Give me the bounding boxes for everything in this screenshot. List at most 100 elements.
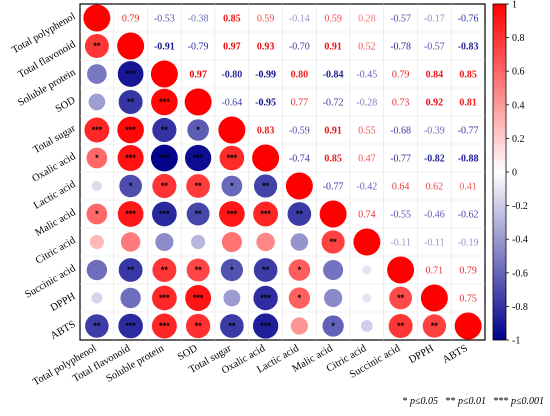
corr-value: -0.62	[458, 210, 479, 221]
corr-circle	[322, 315, 344, 337]
row-label-malic-acid: Malic acid	[33, 207, 78, 239]
corr-value: -0.53	[154, 14, 175, 25]
two-star: **	[445, 396, 456, 407]
corr-value: -0.91	[154, 42, 175, 53]
corr-circle	[84, 34, 109, 58]
significance-mark: ***	[159, 209, 170, 219]
col-label-sod: SOD	[176, 343, 200, 363]
significance-mark: **	[161, 265, 169, 275]
corr-circle	[360, 320, 373, 332]
corr-value: -0.74	[289, 154, 310, 165]
corr-circle	[152, 117, 177, 143]
col-label-dpph: DPPH	[407, 343, 436, 366]
significance-mark: **	[195, 321, 203, 331]
corr-circle	[83, 4, 111, 32]
row-label-citric-acid: Citric acid	[34, 235, 78, 267]
colorbar-tick-label: -0.8	[512, 302, 528, 313]
significance-mark: *	[230, 181, 234, 191]
corr-value: 0.93	[257, 42, 275, 53]
significance-mark: ***	[227, 153, 238, 163]
corr-circle	[151, 88, 178, 116]
one-star: *	[402, 396, 408, 407]
significance-mark: *	[331, 321, 335, 331]
corr-circle	[86, 259, 108, 281]
corr-circle	[186, 174, 210, 198]
corr-circle	[287, 202, 312, 226]
corr-circle	[89, 234, 105, 250]
corr-circle	[254, 174, 278, 198]
corr-value: -0.77	[323, 182, 344, 193]
two-star-label: p≤0.01	[458, 396, 486, 407]
significance-mark: ***	[193, 153, 204, 163]
significance-mark: *	[230, 265, 234, 275]
corr-value: -0.42	[356, 182, 377, 193]
corr-circle	[221, 231, 242, 253]
corr-circle	[323, 288, 343, 308]
corr-value: 0.47	[358, 154, 376, 165]
significance-mark: ***	[159, 321, 170, 331]
corr-value: 0.85	[223, 14, 241, 25]
three-star-label: p≤0.001	[511, 396, 544, 407]
significance-mark: **	[195, 181, 203, 191]
corr-circle	[117, 32, 145, 60]
significance-mark: ***	[159, 293, 170, 303]
corr-circle	[252, 313, 279, 339]
significance-mark: *	[298, 265, 302, 275]
colorbar-tick-label: 0.4	[512, 100, 525, 111]
corr-circle	[86, 203, 108, 225]
corr-circle	[120, 287, 141, 309]
corr-value: -0.88	[458, 154, 479, 165]
corr-circle	[120, 232, 141, 252]
corr-value: 0.91	[324, 42, 342, 53]
corr-value: 0.41	[459, 182, 477, 193]
corr-value: 0.52	[358, 42, 376, 53]
corr-value: 0.55	[358, 126, 376, 137]
corr-circle	[388, 314, 413, 338]
corr-value: -0.64	[221, 98, 242, 109]
corr-circle	[85, 314, 109, 338]
corr-circle	[256, 232, 275, 252]
corr-circle	[190, 234, 206, 250]
corr-circle	[151, 313, 177, 339]
corr-circle	[91, 292, 103, 304]
corr-value: -0.80	[221, 70, 242, 81]
corr-circle	[219, 145, 245, 171]
corr-value: 0.79	[392, 70, 410, 81]
corr-circle	[186, 258, 210, 282]
corr-circle	[84, 117, 110, 143]
corr-value: 0.75	[459, 294, 477, 305]
significance-mark: **	[93, 321, 101, 331]
colorbar-tick-label: -0.2	[512, 201, 528, 212]
corr-value: 0.71	[426, 266, 444, 277]
corr-circle	[152, 201, 177, 227]
corr-circle	[118, 258, 143, 282]
one-star-label: p≤0.05	[410, 396, 438, 407]
significance-mark: **	[397, 321, 405, 331]
corr-circle	[220, 258, 244, 282]
corr-circle	[91, 180, 102, 192]
corr-circle	[87, 64, 107, 84]
corr-value: -0.11	[390, 238, 410, 249]
corr-circle	[253, 258, 278, 282]
row-label-dpph: DPPH	[49, 291, 78, 314]
significance-mark: **	[127, 265, 135, 275]
significance-mark: ***	[125, 209, 136, 219]
corr-value: -0.38	[188, 14, 209, 25]
corr-value: 0.74	[358, 210, 376, 221]
significance-mark: ***	[193, 293, 204, 303]
significance-mark: *	[95, 153, 99, 163]
corr-value: 0.62	[426, 182, 444, 193]
significance-mark: *	[129, 181, 133, 191]
corr-value: -0.11	[424, 238, 444, 249]
significance-mark: **	[330, 237, 338, 247]
significance-mark: ***	[260, 321, 271, 331]
corr-circle	[253, 201, 279, 227]
significance-mark: **	[296, 209, 304, 219]
corr-value: 0.28	[358, 14, 376, 25]
corr-circle	[117, 201, 144, 227]
corr-value: -0.72	[323, 98, 344, 109]
corr-circle	[152, 258, 177, 282]
significance-mark: **	[127, 97, 135, 107]
significance-mark: **	[195, 209, 203, 219]
